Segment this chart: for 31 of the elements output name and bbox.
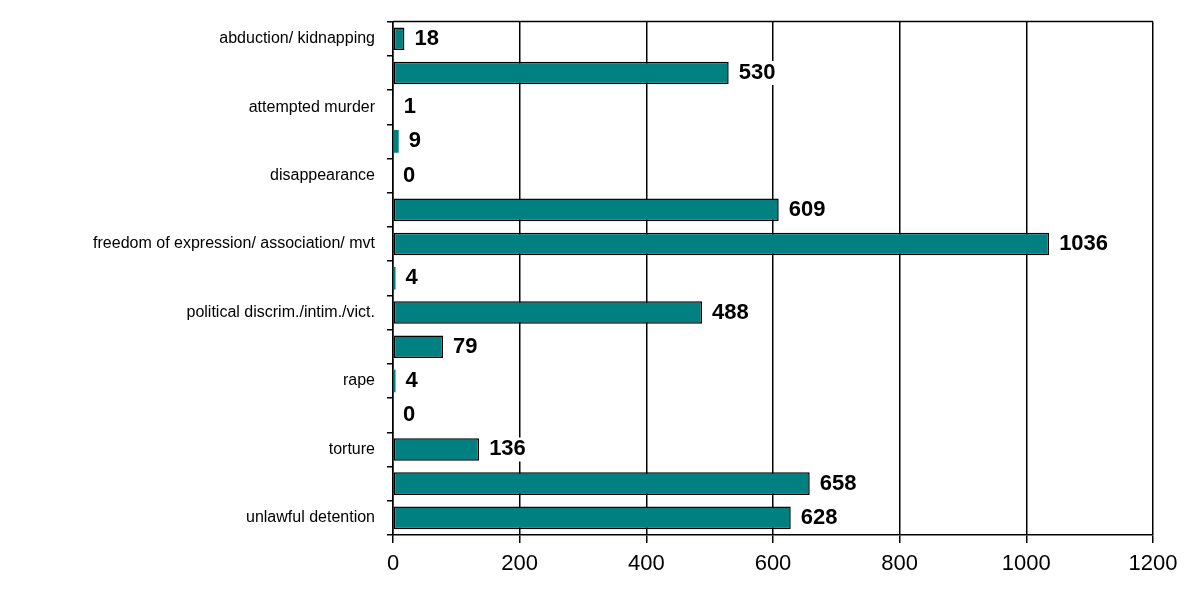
data-label: 0 <box>403 161 416 187</box>
data-label: 1036 <box>1059 230 1109 256</box>
data-label: 488 <box>712 298 749 324</box>
y-tick-label: freedom of expression/ association/ mvt <box>93 234 376 252</box>
data-label: 1 <box>403 93 416 119</box>
x-tick-label: 200 <box>501 550 539 576</box>
y-tick-label: disappearance <box>270 166 376 184</box>
data-label: 4 <box>405 264 419 290</box>
y-tick-label: torture <box>328 439 376 457</box>
data-label: 628 <box>800 503 838 529</box>
x-tick-label: 600 <box>754 550 792 576</box>
data-label: 530 <box>738 59 776 84</box>
x-tick-label: 1000 <box>1001 550 1051 576</box>
data-label: 609 <box>788 195 826 221</box>
y-tick-label: attempted murder <box>248 97 376 115</box>
data-label: 4 <box>405 367 419 393</box>
data-label: 136 <box>489 435 526 461</box>
y-tick-label: unlawful detention <box>246 508 375 526</box>
x-tick-label: 0 <box>386 550 400 576</box>
data-label: 18 <box>414 24 439 50</box>
data-label: 658 <box>819 469 857 495</box>
y-tick-label: rape <box>342 371 376 389</box>
y-tick-label: abduction/ kidnapping <box>219 29 375 47</box>
x-tick-label: 400 <box>627 550 665 576</box>
data-label: 0 <box>403 401 416 427</box>
x-tick-label: 1200 <box>1128 550 1178 576</box>
data-label: 9 <box>408 127 421 153</box>
data-label: 79 <box>453 332 478 358</box>
y-tick-label: political discrim./intim./vict. <box>186 302 375 320</box>
bar <box>393 130 399 153</box>
x-tick-label: 800 <box>881 550 919 576</box>
